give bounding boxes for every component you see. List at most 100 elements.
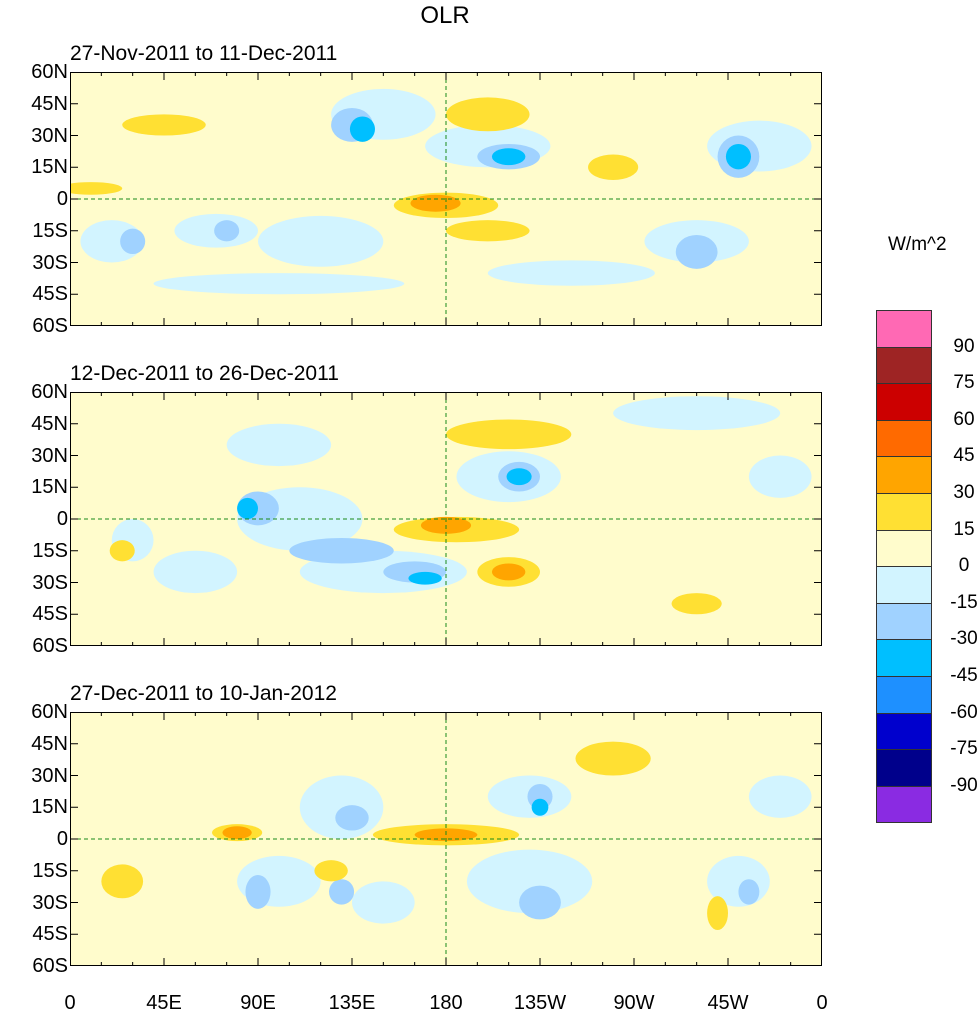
anomaly-region: [506, 468, 532, 486]
colorbar-label: -30: [950, 628, 978, 650]
lon-label: 0: [816, 992, 828, 1014]
anomaly-region: [487, 260, 655, 286]
colorbar-box: [876, 676, 932, 714]
colorbar-box: [876, 384, 932, 421]
anomaly-region: [214, 220, 240, 242]
anomaly-region: [299, 775, 384, 839]
lat-label: 15N: [31, 156, 68, 179]
anomaly-region: [120, 228, 146, 255]
lat-label: 0: [56, 828, 68, 850]
anomaly-region: [153, 273, 405, 295]
lat-label: 60S: [32, 315, 68, 337]
panel-1-title: 27-Nov-2011 to 11-Dec-2011: [70, 42, 338, 65]
anomaly-region: [531, 798, 549, 816]
lat-label: 0: [56, 188, 68, 210]
colorbar-box: [876, 493, 932, 531]
colorbar-box: [876, 713, 932, 751]
lon-label: 45E: [146, 992, 182, 1014]
anomaly-region: [671, 593, 722, 615]
anomaly-region: [410, 194, 461, 212]
anomaly-region: [748, 455, 812, 498]
lat-label: 60N: [31, 61, 68, 83]
lat-label: 15N: [31, 796, 68, 819]
anomaly-region: [314, 860, 348, 882]
anomaly-region: [329, 879, 355, 905]
map-panel-2: [70, 392, 822, 646]
colorbar-label: -45: [950, 665, 978, 686]
anomaly-region: [738, 879, 760, 905]
anomaly-region: [245, 874, 271, 909]
colorbar-label: 75: [953, 372, 975, 394]
anomaly-region: [491, 563, 526, 581]
anomaly-region: [466, 849, 593, 914]
colorbar-label: -75: [950, 738, 978, 760]
lat-label: 45N: [31, 412, 68, 435]
anomaly-region: [289, 538, 394, 564]
anomaly-region: [226, 423, 332, 467]
anomaly-region: [335, 805, 369, 831]
lat-label: 15S: [32, 539, 68, 562]
anomaly-region: [446, 419, 572, 450]
anomaly-region: [613, 396, 781, 431]
colorbar-box: [876, 750, 932, 787]
anomaly-region: [352, 881, 415, 924]
anomaly-region: [237, 497, 258, 519]
colorbar-box: [876, 310, 932, 348]
colorbar-box: [876, 457, 932, 494]
colorbar-label: -15: [950, 591, 978, 613]
panel-3-title: 27-Dec-2011 to 10-Jan-2012: [70, 682, 337, 705]
lat-label: 60N: [31, 701, 68, 723]
colorbar-label: 15: [953, 518, 975, 540]
lon-label: 45W: [707, 992, 749, 1014]
map-panel-1: [70, 72, 822, 326]
lon-label: 135W: [513, 992, 567, 1014]
anomaly-region: [101, 864, 144, 899]
colorbar-box: [876, 567, 932, 604]
map-panel-3: [70, 712, 822, 966]
anomaly-region: [258, 215, 384, 267]
lat-label: 60S: [32, 635, 68, 657]
lat-label: 30N: [31, 124, 68, 147]
lon-label: 90E: [240, 992, 276, 1014]
anomaly-region: [109, 540, 135, 562]
lon-label: 135E: [328, 992, 376, 1014]
lat-label: 30S: [32, 571, 68, 594]
anomaly-region: [153, 550, 238, 594]
lat-label: 45N: [31, 92, 68, 115]
colorbar-label: -90: [950, 774, 978, 796]
lat-label: 15S: [32, 219, 68, 242]
lat-label: 45S: [32, 603, 68, 626]
colorbar-box: [876, 603, 932, 641]
colorbar: [876, 310, 932, 824]
anomaly-region: [491, 148, 526, 166]
anomaly-region: [725, 143, 751, 170]
lat-label: 30S: [32, 891, 68, 914]
lat-label: 60S: [32, 955, 68, 977]
lon-label: 180: [429, 992, 463, 1014]
colorbar-label: 60: [953, 408, 975, 430]
colorbar-label: -60: [950, 701, 978, 723]
anomaly-region: [408, 571, 442, 585]
colorbar-box: [876, 347, 932, 385]
lat-label: 30S: [32, 251, 68, 274]
colorbar-label: 90: [953, 335, 975, 357]
anomaly-region: [446, 220, 530, 242]
anomaly-region: [707, 896, 728, 931]
lat-label: 0: [56, 508, 68, 530]
anomaly-region: [588, 154, 639, 180]
anomaly-region: [122, 114, 206, 136]
anomaly-region: [349, 116, 375, 142]
lat-label: 45S: [32, 283, 68, 306]
lon-label: 90W: [613, 992, 655, 1014]
anomaly-region: [675, 234, 718, 269]
anomaly-region: [446, 97, 530, 132]
anomaly-region: [70, 182, 123, 195]
map-2: [70, 392, 822, 646]
panel-2-title: 12-Dec-2011 to 26-Dec-2011: [70, 362, 339, 385]
colorbar-box: [876, 640, 932, 677]
colorbar-box: [876, 420, 932, 458]
lon-label: 0: [64, 992, 76, 1014]
anomaly-region: [748, 775, 812, 818]
colorbar-box: [876, 786, 932, 824]
map-1: [70, 72, 822, 326]
